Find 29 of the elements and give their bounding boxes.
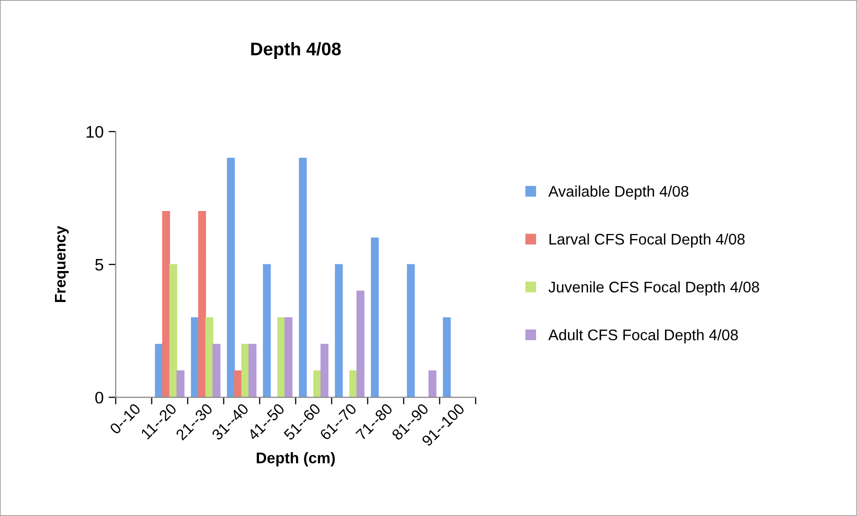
bar bbox=[442, 317, 451, 398]
bar bbox=[320, 344, 328, 398]
bar bbox=[212, 344, 220, 398]
y-tick-label: 0 bbox=[95, 392, 104, 404]
bar bbox=[205, 317, 214, 398]
bar bbox=[284, 317, 292, 398]
legend-label: Juvenile CFS Focal Depth 4/08 bbox=[548, 281, 760, 296]
bar bbox=[298, 158, 307, 398]
bar bbox=[262, 264, 271, 398]
bar bbox=[176, 370, 184, 398]
bar bbox=[169, 264, 178, 398]
chart-title: Depth 4/08 bbox=[251, 42, 341, 59]
bar bbox=[198, 210, 206, 398]
bar bbox=[356, 290, 364, 398]
y-tick-label: 10 bbox=[86, 126, 104, 138]
bar bbox=[428, 370, 436, 398]
bar bbox=[248, 344, 256, 398]
x-axis-title: Depth (cm) bbox=[256, 452, 335, 466]
y-axis-title: Frequency bbox=[55, 226, 69, 302]
y-tick-label: 5 bbox=[95, 259, 104, 271]
legend-label: Adult CFS Focal Depth 4/08 bbox=[548, 329, 738, 344]
bar bbox=[370, 238, 379, 398]
legend-label: Larval CFS Focal Depth 4/08 bbox=[550, 233, 745, 248]
bar bbox=[406, 264, 415, 398]
bar bbox=[162, 210, 170, 398]
bar bbox=[334, 264, 343, 398]
bar bbox=[234, 370, 242, 398]
legend-label: Available Depth 4/08 bbox=[548, 186, 688, 200]
bar bbox=[226, 158, 235, 398]
